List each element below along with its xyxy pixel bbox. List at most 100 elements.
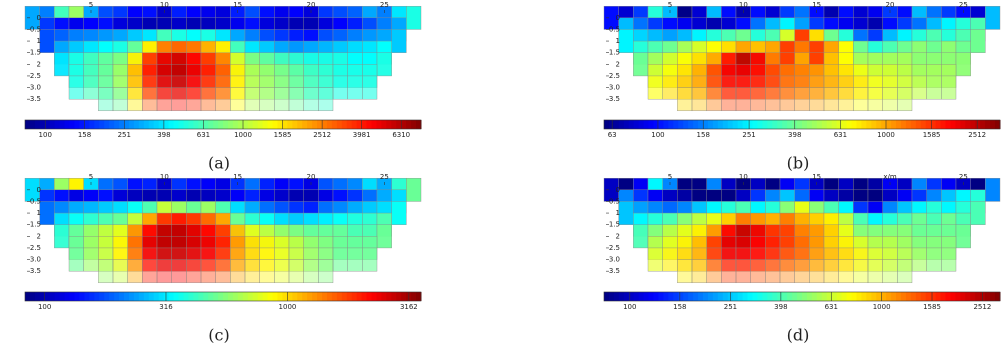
colorbar-segment [371, 120, 377, 129]
colorbar-segment [806, 292, 813, 301]
colorbar-segment [742, 292, 749, 301]
colorbar-segment [302, 292, 308, 301]
colorbar-segment [183, 120, 189, 129]
colorbar-segment [742, 120, 749, 129]
y-tick-label: 2.5 [609, 72, 620, 80]
cell [691, 87, 707, 112]
colorbar-segment [203, 292, 209, 301]
y-tick-label: 0.5 [30, 197, 41, 205]
colorbar-segment [901, 120, 907, 129]
colorbar-segment [940, 292, 947, 301]
cell [376, 52, 392, 77]
colorbar-segment [69, 120, 75, 129]
cell [171, 259, 187, 284]
colorbar-segment [811, 120, 818, 129]
cell [303, 259, 319, 284]
colorbar-segment [322, 292, 328, 301]
cell [288, 259, 304, 284]
colorbar-segment [678, 292, 684, 301]
colorbar-segment [133, 292, 140, 301]
colorbar-segment [406, 120, 412, 129]
colorbar-segment [623, 120, 630, 129]
cell [691, 259, 707, 284]
cell [838, 259, 854, 284]
colorbar-segment [386, 292, 392, 301]
colorbar-segment [915, 120, 922, 129]
colorbar-tick-label: 1000 [877, 131, 895, 139]
cell [112, 87, 128, 112]
y-tick-label: 3.0 [609, 256, 620, 264]
colorbar-segment [876, 120, 882, 129]
colorbar-segment [787, 292, 793, 301]
colorbar-segment [262, 120, 269, 129]
colorbar-segment [707, 120, 714, 129]
colorbar-segment [223, 292, 229, 301]
cell [838, 87, 854, 112]
colorbar-segment [114, 120, 120, 129]
colorbar-tick-label: 2512 [973, 303, 991, 311]
colorbar-segment [282, 292, 288, 301]
colorbar-segment [282, 120, 288, 129]
colorbar-segment [124, 120, 130, 129]
colorbar-segment [307, 120, 313, 129]
colorbar-segment [648, 292, 654, 301]
x-tick-label: 5 [89, 1, 93, 9]
colorbar-segment [915, 292, 922, 301]
colorbar-segment [203, 120, 209, 129]
y-tick-label: 2 [616, 60, 620, 68]
cell [186, 87, 202, 112]
cell [200, 259, 216, 284]
colorbar-segment [826, 292, 833, 301]
colorbar-segment [84, 120, 90, 129]
colorbar-segment [297, 292, 303, 301]
cell [362, 75, 378, 100]
colorbar-segment [767, 292, 773, 301]
cell [332, 75, 348, 100]
colorbar-segment [910, 120, 917, 129]
x-tick-label: 25 [380, 173, 389, 181]
x-tick-label: 10 [160, 1, 169, 9]
colorbar-segment [331, 120, 338, 129]
cell [677, 87, 693, 112]
colorbar-segment [836, 120, 843, 129]
cell [823, 259, 839, 284]
panel-caption: (a) [208, 154, 230, 173]
cell [391, 201, 407, 225]
colorbar-segment [608, 120, 615, 129]
colorbar-segment [985, 120, 991, 129]
colorbar-segment [653, 120, 659, 129]
colorbar-segment [806, 120, 813, 129]
colorbar-segment [376, 292, 382, 301]
colorbar-frame [603, 291, 1001, 302]
colorbar-segment [119, 120, 125, 129]
colorbar-segment [163, 292, 170, 301]
colorbar-segment [29, 120, 36, 129]
x-tick-label: 25 [959, 1, 968, 9]
cell [318, 259, 334, 284]
colorbar-segment [252, 120, 259, 129]
colorbar-segment [638, 292, 645, 301]
colorbar-segment [782, 292, 788, 301]
y-tick-label: 2 [616, 232, 620, 240]
y-tick-label: 0 [37, 186, 41, 194]
colorbar-segment [668, 120, 674, 129]
colorbar-segment [861, 292, 867, 301]
colorbar-segment [851, 120, 857, 129]
colorbar-segment [797, 120, 803, 129]
colorbar-segment [826, 120, 833, 129]
colorbar-segment [945, 120, 951, 129]
cell [750, 259, 766, 284]
colorbar-segment [198, 120, 204, 129]
y-tick-label: 2 [37, 60, 41, 68]
colorbar-segment [49, 120, 56, 129]
colorbar-segment [346, 292, 353, 301]
cell [68, 247, 84, 272]
x-tick-label: 15 [812, 173, 821, 181]
colorbar-segment [737, 292, 744, 301]
colorbar-segment [287, 292, 293, 301]
colorbar-segment [925, 120, 932, 129]
x-tick-label: 25 [380, 1, 389, 9]
y-tick-label: 3.5 [30, 267, 41, 275]
x-tick-label: 25 [959, 173, 968, 181]
colorbar-segment [361, 120, 368, 129]
